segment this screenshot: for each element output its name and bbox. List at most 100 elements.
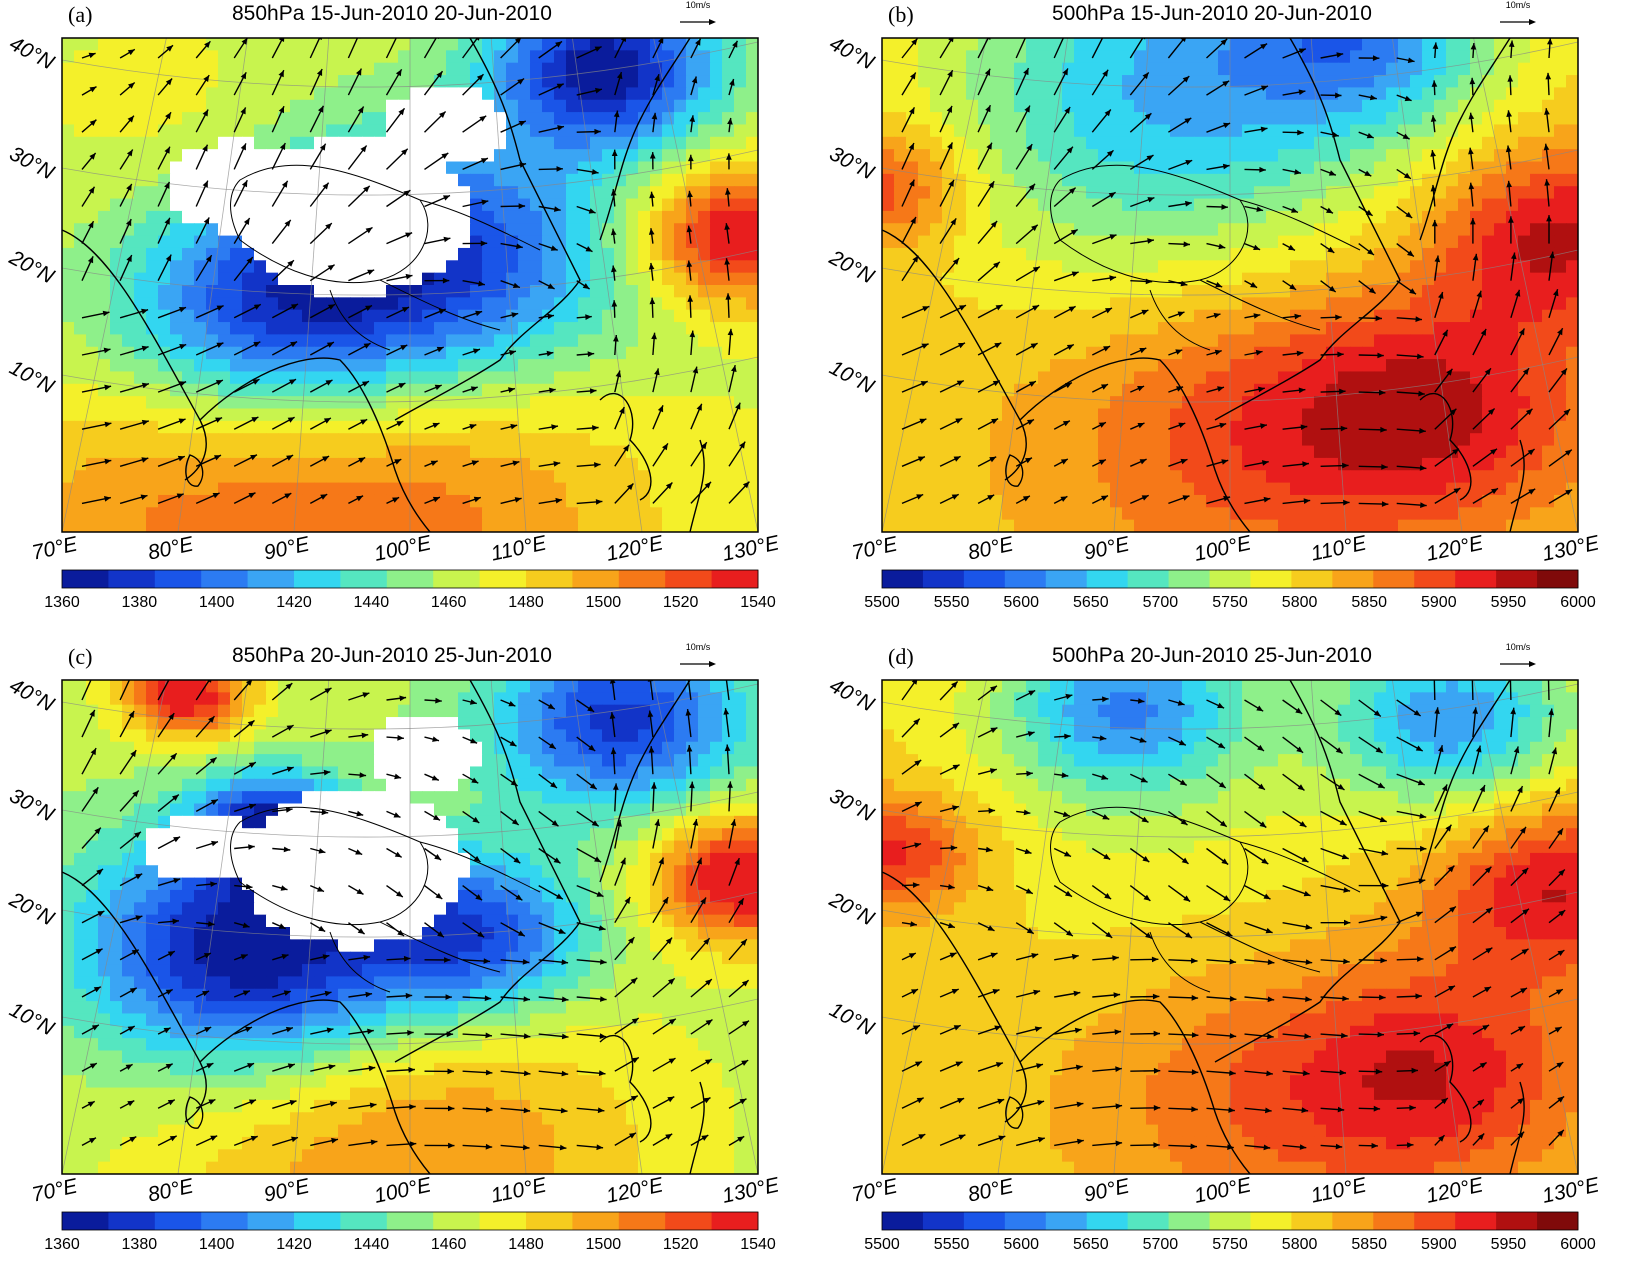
- colorbar-swatch: [1332, 1212, 1374, 1230]
- reference-vector: 10m/s: [676, 642, 720, 670]
- lat-label: 20°N: [825, 888, 879, 931]
- lon-label: 70°E: [850, 1174, 901, 1206]
- lat-label: 10°N: [6, 356, 59, 399]
- lon-label: 90°E: [262, 1174, 313, 1206]
- wind-vectors: [901, 38, 1573, 508]
- lon-label: 130°E: [1540, 531, 1602, 566]
- colorbar-tick-label: 5950: [1491, 594, 1527, 611]
- lat-label: 30°N: [6, 142, 59, 185]
- colorbar-tick-label: 5800: [1282, 1236, 1318, 1253]
- colorbar-tick-label: 1420: [276, 594, 312, 611]
- colorbar-tick-label: 6000: [1560, 594, 1596, 611]
- colorbar-swatch: [711, 1212, 759, 1230]
- reference-vector: 10m/s: [1496, 0, 1540, 28]
- colorbar-swatch: [1086, 1212, 1129, 1230]
- colorbar-tick-label: 5750: [1212, 594, 1248, 611]
- map-svg: 40°N 30°N 20°N 10°N 70°E 80°E 90°E 100°E 110°E 12…: [5, 674, 782, 1253]
- colorbar-tick-label: 5650: [1073, 1236, 1109, 1253]
- colorbar-swatch: [1086, 570, 1129, 588]
- lon-label: 90°E: [262, 532, 313, 564]
- colorbar-tick-label: 1520: [663, 1236, 699, 1253]
- lat-label: 20°N: [5, 246, 59, 289]
- lon-label: 120°E: [604, 531, 666, 566]
- colorbar-swatch: [1127, 570, 1169, 588]
- colorbar-tick-label: 5850: [1351, 594, 1387, 611]
- colorbar-swatch: [386, 1212, 434, 1230]
- colorbar: 5500 5550 5600 5650 5700 5750 5800 5850 5900 5950…: [864, 1211, 1596, 1253]
- lon-label: 120°E: [1424, 531, 1486, 566]
- colorbar-tick-label: 1480: [508, 594, 544, 611]
- colorbar-swatch: [62, 1212, 109, 1230]
- panel-c: (c) 850hPa 20-Jun-2010 25-Jun-2010 10m/s…: [0, 642, 820, 1284]
- colorbar-tick-label: 5950: [1491, 1236, 1527, 1253]
- colorbar-swatch: [340, 570, 388, 588]
- panel-letter: (a): [68, 2, 93, 27]
- colorbar-swatch: [201, 1212, 248, 1230]
- colorbar-tick-label: 5600: [1003, 1236, 1039, 1253]
- colorbar-swatch: [294, 570, 341, 588]
- colorbar-swatch: [201, 570, 248, 588]
- colorbar-swatch: [1291, 570, 1333, 588]
- lat-label: 30°N: [826, 142, 879, 185]
- colorbar-swatch: [340, 1212, 388, 1230]
- reference-vector-label: 10m/s: [1505, 0, 1531, 10]
- colorbar-swatch: [294, 1212, 341, 1230]
- lat-label: 10°N: [826, 356, 879, 399]
- wind-vectors: [81, 38, 750, 505]
- map-svg: 40°N 30°N 20°N 10°N 70°E 80°E 90°E 100°E 110°E 12…: [5, 32, 782, 611]
- colorbar-tick-label: 5600: [1003, 594, 1039, 611]
- colorbar-swatch: [1455, 1212, 1497, 1230]
- colorbar-tick-label: 5800: [1282, 594, 1318, 611]
- map-frame: [881, 679, 1579, 1175]
- lon-label: 130°E: [1540, 1173, 1602, 1208]
- colorbar-tick-label: 5550: [934, 594, 970, 611]
- colorbar-swatch: [572, 570, 620, 588]
- colorbar-tick-label: 1380: [122, 594, 158, 611]
- reference-vector-label: 10m/s: [1505, 642, 1531, 652]
- reference-arrow-icon: [1500, 661, 1536, 667]
- colorbar-tick-label: 5650: [1073, 594, 1109, 611]
- colorbar-swatch: [433, 570, 480, 588]
- colorbar-tick-label: 1440: [354, 594, 390, 611]
- lon-label: 120°E: [604, 1173, 666, 1208]
- colorbar-swatch: [1004, 570, 1047, 588]
- colorbar-swatch: [1209, 1212, 1251, 1230]
- colorbar-swatch: [963, 1212, 1006, 1230]
- colorbar-swatch: [1004, 1212, 1047, 1230]
- colorbar-swatch: [1373, 570, 1415, 588]
- colorbar-tick-label: 1400: [199, 1236, 235, 1253]
- colorbar-swatch: [62, 570, 109, 588]
- colorbar-swatch: [665, 570, 712, 588]
- colorbar-swatch: [1537, 570, 1579, 588]
- colorbar-swatch: [1496, 570, 1538, 588]
- colorbar-swatch: [882, 570, 924, 588]
- panel-title: 850hPa 15-Jun-2010 20-Jun-2010: [232, 2, 552, 25]
- colorbar-swatch: [1414, 570, 1456, 588]
- colorbar-tick-label: 5700: [1143, 594, 1179, 611]
- map-svg: 40°N 30°N 20°N 10°N 70°E 80°E 90°E 100°E 110°E 12…: [825, 674, 1602, 1253]
- colorbar-tick-label: 1420: [276, 1236, 312, 1253]
- colorbar-swatch: [479, 570, 527, 588]
- lat-label: 10°N: [6, 998, 59, 1041]
- colorbar-swatch: [1209, 570, 1251, 588]
- lat-label: 30°N: [826, 784, 879, 827]
- colorbar-tick-label: 1480: [508, 1236, 544, 1253]
- lon-label: 110°E: [489, 1173, 549, 1207]
- colorbar-tick-label: 5750: [1212, 1236, 1248, 1253]
- colorbar-swatch: [479, 1212, 527, 1230]
- colorbar-tick-label: 1460: [431, 594, 467, 611]
- colorbar-swatch: [1168, 570, 1210, 588]
- shaded-field: [62, 38, 758, 532]
- colorbar-swatch: [526, 1212, 573, 1230]
- panel-letter: (c): [68, 644, 93, 669]
- colorbar-tick-label: 5550: [934, 1236, 970, 1253]
- colorbar-swatch: [154, 570, 202, 588]
- lat-label: 20°N: [5, 888, 59, 931]
- lat-label: 40°N: [826, 32, 879, 75]
- lon-label: 80°E: [146, 1174, 197, 1206]
- colorbar-tick-label: 1500: [586, 1236, 622, 1253]
- panel-title: 500hPa 20-Jun-2010 25-Jun-2010: [1052, 644, 1372, 667]
- panel-letter: (d): [888, 644, 914, 669]
- lon-label: 70°E: [850, 532, 901, 564]
- lon-label: 70°E: [30, 1174, 81, 1206]
